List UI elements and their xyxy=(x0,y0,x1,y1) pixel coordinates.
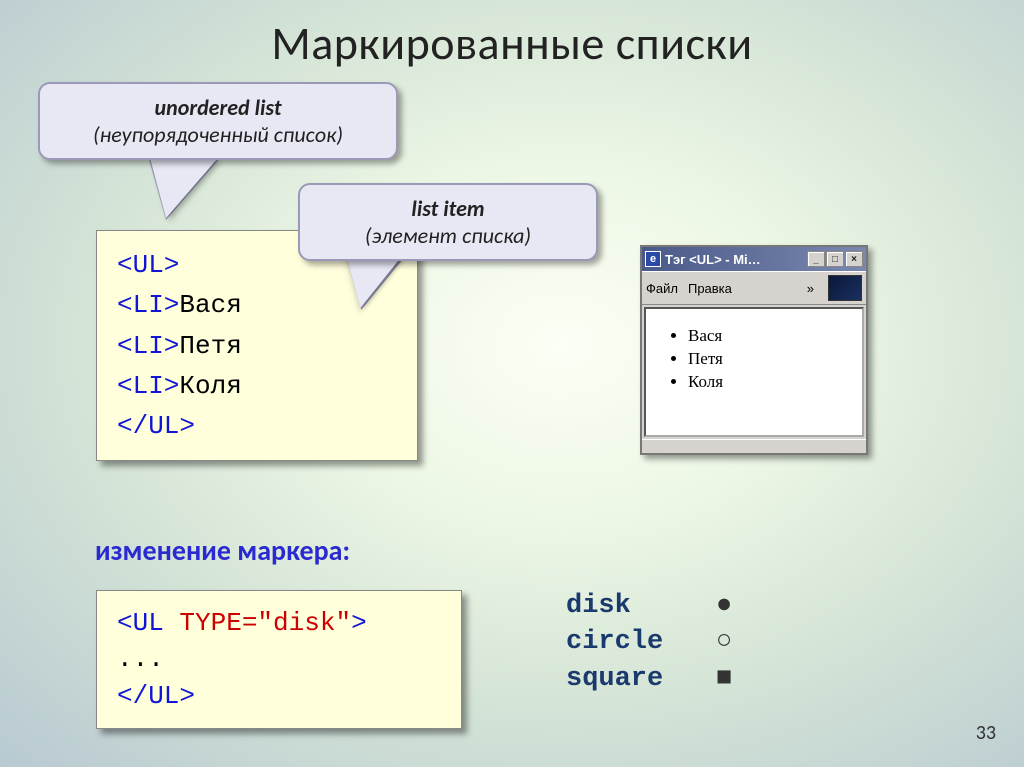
legend-symbol: ● xyxy=(716,588,732,624)
browser-statusbar xyxy=(642,439,866,453)
code-token: Вася xyxy=(179,290,241,320)
marker-change-label: изменение маркера: xyxy=(95,533,350,568)
code-line: ... xyxy=(117,641,441,677)
code-token: TYPE="disk" xyxy=(179,608,351,638)
code-token: </UL> xyxy=(117,411,195,441)
browser-throbber-icon xyxy=(828,275,862,301)
callout-tail xyxy=(150,158,218,218)
code-line: </UL> xyxy=(117,678,441,714)
legend-label: disk xyxy=(566,588,716,624)
slide-title: Маркированные списки xyxy=(0,0,1024,72)
browser-window: e Тэг <UL> - Mi… _ □ × Файл Правка » Вас… xyxy=(640,245,868,455)
code-token: </UL> xyxy=(117,681,195,711)
legend-label: square xyxy=(566,661,716,697)
menu-more-icon[interactable]: » xyxy=(807,281,814,296)
code-line: <LI>Коля xyxy=(117,366,397,406)
code-token: <UL> xyxy=(117,250,179,280)
list-item: Коля xyxy=(688,372,852,392)
callout-line1: unordered list xyxy=(58,94,378,121)
legend-symbol: ■ xyxy=(716,661,732,697)
browser-content: Вася Петя Коля xyxy=(644,307,864,437)
legend-row: disk● xyxy=(566,588,732,624)
code-line: </UL> xyxy=(117,406,397,446)
legend-row: circle○ xyxy=(566,624,732,660)
code-line: <LI>Петя xyxy=(117,326,397,366)
code-token: > xyxy=(351,608,367,638)
legend-label: circle xyxy=(566,624,716,660)
code-token: <UL xyxy=(117,608,179,638)
list-item: Вася xyxy=(688,326,852,346)
callout-unordered-list: unordered list (неупорядоченный список) xyxy=(38,82,398,160)
code-token: <LI> xyxy=(117,331,179,361)
list-item: Петя xyxy=(688,349,852,369)
callout-line1: list item xyxy=(318,195,578,222)
browser-titlebar: e Тэг <UL> - Mi… _ □ × xyxy=(642,247,866,271)
menu-edit[interactable]: Правка xyxy=(688,281,732,296)
rendered-list: Вася Петя Коля xyxy=(674,326,852,392)
code-token: Петя xyxy=(179,331,241,361)
legend-row: square■ xyxy=(566,661,732,697)
code-token: Коля xyxy=(179,371,241,401)
code-token: <LI> xyxy=(117,290,179,320)
callout-list-item: list item (элемент списка) xyxy=(298,183,598,261)
browser-menubar: Файл Правка » xyxy=(642,271,866,305)
code-line: <UL TYPE="disk"> xyxy=(117,605,441,641)
maximize-button[interactable]: □ xyxy=(826,251,844,267)
browser-title: Тэг <UL> - Mi… xyxy=(665,252,807,267)
page-number: 33 xyxy=(976,721,996,745)
callout-line2: (элемент списка) xyxy=(318,222,578,249)
ie-icon: e xyxy=(645,251,661,267)
code-token: ... xyxy=(117,644,164,674)
menu-file[interactable]: Файл xyxy=(646,281,678,296)
code-example-type: <UL TYPE="disk">... </UL> xyxy=(96,590,462,729)
marker-legend: disk●circle○square■ xyxy=(566,588,732,697)
code-token: <LI> xyxy=(117,371,179,401)
close-button[interactable]: × xyxy=(845,251,863,267)
callout-line2: (неупорядоченный список) xyxy=(58,121,378,148)
window-buttons: _ □ × xyxy=(807,251,863,267)
minimize-button[interactable]: _ xyxy=(807,251,825,267)
legend-symbol: ○ xyxy=(716,624,732,660)
